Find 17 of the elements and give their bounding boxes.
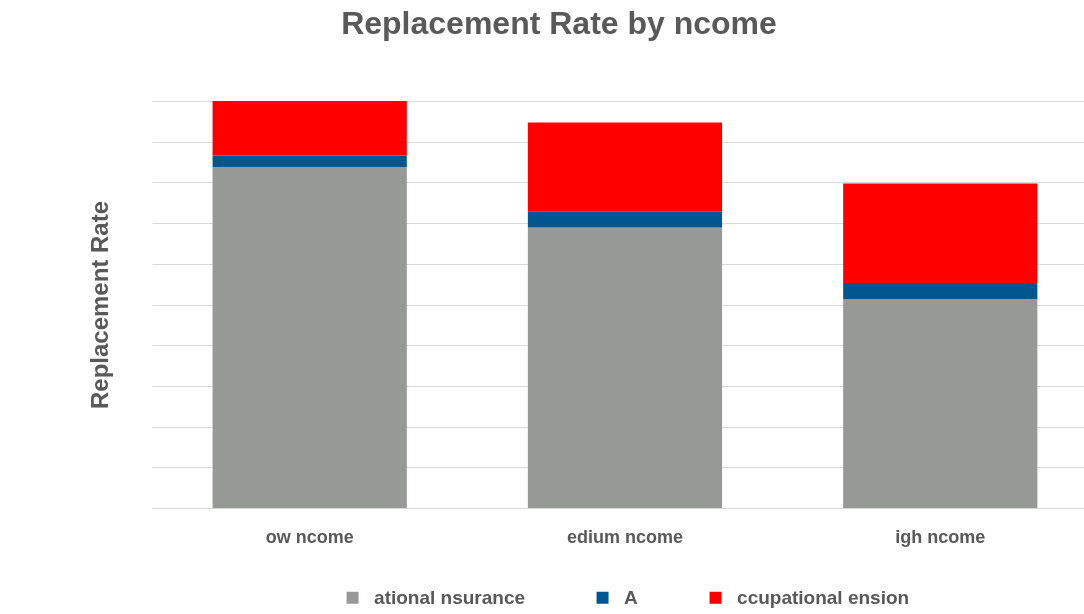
x-tick-label: ow ncome xyxy=(265,526,354,547)
legend-label: A xyxy=(624,586,639,608)
bar xyxy=(843,299,1038,508)
bar xyxy=(212,101,407,156)
legend-label: ccupational ension xyxy=(737,586,910,608)
chart-title: Replacement Rate by ncome xyxy=(341,5,777,41)
bar xyxy=(527,122,723,212)
bar xyxy=(212,155,407,167)
bar xyxy=(843,282,1038,300)
bar xyxy=(527,211,723,228)
bar xyxy=(843,183,1038,283)
y-axis-title: Replacement Rate xyxy=(85,200,113,410)
bar xyxy=(527,227,723,508)
bar xyxy=(212,166,407,508)
legend-label: ational nsurance xyxy=(374,586,526,608)
x-tick-label: edium ncome xyxy=(566,526,683,547)
x-tick-label: igh ncome xyxy=(895,526,986,547)
